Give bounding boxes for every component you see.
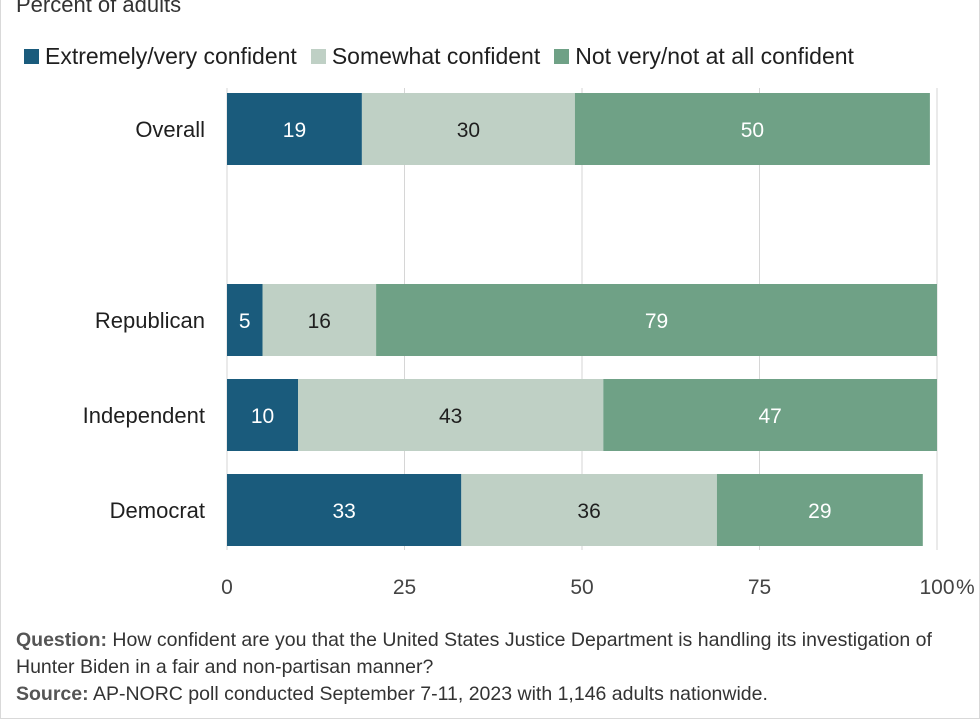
x-tick-label: 50 [570,576,593,599]
question-label: Question: [16,629,107,651]
legend-item-somewhat-confident: Somewhat confident [310,42,541,70]
bar-segment [361,93,575,165]
category-label: Republican [95,308,205,333]
category-label: Independent [83,403,205,428]
chart-subtitle: Percent of adults [16,0,182,17]
data-label: 79 [645,310,668,333]
legend-item-extremely-very-confident: Extremely/very confident [24,43,297,70]
data-label: 30 [457,119,480,142]
legend-swatch [554,48,570,64]
data-label: 29 [808,500,831,523]
legend-label: Not very/not at all confident [575,42,854,69]
data-label: 19 [283,119,306,142]
legend-item-not-confident: Not very/not at all confident [554,43,854,70]
source-text: AP-NORC poll conducted September 7-11, 2… [92,683,768,705]
legend-swatch [310,48,326,64]
x-tick-label: 100 [919,576,954,599]
category-label: Overall [135,117,205,142]
data-label: 10 [251,405,274,428]
source-note: Source: AP-NORC poll conducted September… [16,681,966,708]
question-text: How confident are you that the United St… [16,629,932,678]
bar-segment [227,379,298,451]
legend-label: Somewhat confident [331,42,541,69]
x-tick-label: 25 [393,576,416,599]
bar-segment [262,284,377,356]
data-label: 33 [332,500,355,523]
chart-notes: Question: How confident are you that the… [16,627,966,708]
bar-segment [376,284,938,356]
data-label: 36 [577,500,600,523]
category-label: Democrat [110,498,205,523]
bar-segment [461,474,717,546]
legend-swatch [24,48,39,64]
bar-segment [227,93,362,165]
stacked-bar-chart: 19 30 50 Overall 5 16 79 Republican 10 43 47 Indepe… [83,88,975,599]
question-note: Question: How confident are you that the… [16,627,966,681]
bar-segment [227,474,462,546]
bar-segment [716,474,923,546]
source-label: Source: [16,683,89,705]
bar-segment [603,379,937,451]
data-label: 5 [239,310,251,333]
bar-segment [574,93,930,165]
bar-segment [227,284,263,356]
bar-segment [298,379,604,451]
x-tick-label: 0 [221,576,233,599]
x-tick-label: 75 [748,576,771,599]
legend-label: Extremely/very confident [45,42,297,69]
data-label: 50 [741,119,764,142]
data-label: 16 [308,310,331,333]
chart-legend: Extremely/very confident Somewhat confid… [24,42,868,70]
data-label: 43 [439,405,462,428]
x-unit-label: % [956,576,975,599]
data-label: 47 [758,405,781,428]
